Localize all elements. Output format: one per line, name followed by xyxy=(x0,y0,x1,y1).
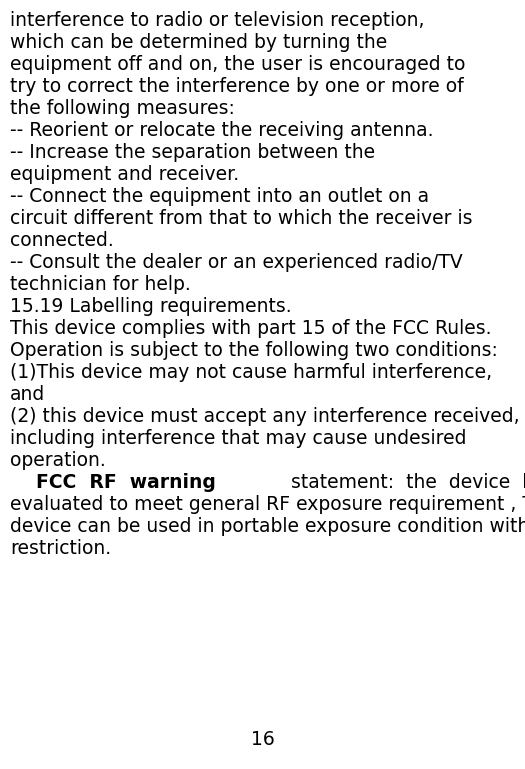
Text: (2) this device must accept any interference received,: (2) this device must accept any interfer… xyxy=(10,407,520,425)
Text: 16: 16 xyxy=(250,730,275,749)
Text: technician for help.: technician for help. xyxy=(10,275,191,294)
Text: including interference that may cause undesired: including interference that may cause un… xyxy=(10,428,467,448)
Text: which can be determined by turning the: which can be determined by turning the xyxy=(10,32,387,52)
Text: -- Increase the separation between the: -- Increase the separation between the xyxy=(10,142,375,161)
Text: statement:  the  device  has  been: statement: the device has been xyxy=(279,473,525,491)
Text: (1)This device may not cause harmful interference,: (1)This device may not cause harmful int… xyxy=(10,363,492,381)
Text: Operation is subject to the following two conditions:: Operation is subject to the following tw… xyxy=(10,341,498,360)
Text: FCC  RF  warning: FCC RF warning xyxy=(10,473,216,491)
Text: equipment off and on, the user is encouraged to: equipment off and on, the user is encour… xyxy=(10,55,465,74)
Text: connected.: connected. xyxy=(10,231,114,250)
Text: operation.: operation. xyxy=(10,451,106,470)
Text: interference to radio or television reception,: interference to radio or television rece… xyxy=(10,11,425,29)
Text: restriction.: restriction. xyxy=(10,538,111,558)
Text: circuit different from that to which the receiver is: circuit different from that to which the… xyxy=(10,208,472,228)
Text: device can be used in portable exposure condition without: device can be used in portable exposure … xyxy=(10,517,525,535)
Text: -- Reorient or relocate the receiving antenna.: -- Reorient or relocate the receiving an… xyxy=(10,121,434,140)
Text: This device complies with part 15 of the FCC Rules.: This device complies with part 15 of the… xyxy=(10,318,491,338)
Text: the following measures:: the following measures: xyxy=(10,98,235,118)
Text: -- Connect the equipment into an outlet on a: -- Connect the equipment into an outlet … xyxy=(10,187,429,205)
Text: equipment and receiver.: equipment and receiver. xyxy=(10,165,239,184)
Text: and: and xyxy=(10,384,45,404)
Text: -- Consult the dealer or an experienced radio/TV: -- Consult the dealer or an experienced … xyxy=(10,252,463,271)
Text: evaluated to meet general RF exposure requirement , The: evaluated to meet general RF exposure re… xyxy=(10,494,525,514)
Text: try to correct the interference by one or more of: try to correct the interference by one o… xyxy=(10,77,464,95)
Text: 15.19 Labelling requirements.: 15.19 Labelling requirements. xyxy=(10,297,291,315)
